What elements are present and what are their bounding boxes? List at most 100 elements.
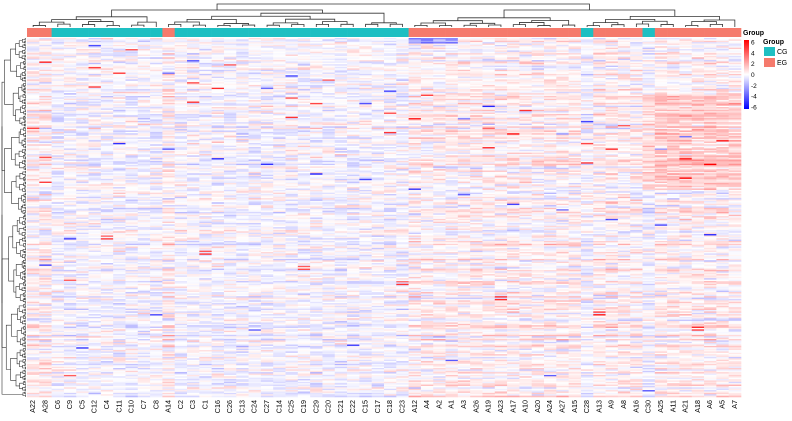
row-dendrogram-link [24, 77, 26, 78]
row-dendrogram-link [24, 163, 26, 164]
heatmap-cell [39, 396, 52, 398]
column-dendrogram-link [390, 24, 402, 27]
row-dendrogram-link [25, 110, 26, 111]
row-dendrogram-link [24, 293, 26, 294]
row-dendrogram-link [25, 97, 26, 98]
row-dendrogram-link [25, 47, 26, 48]
group-bar-cell [643, 28, 656, 37]
row-dendrogram-link [24, 102, 26, 103]
row-dendrogram-link [25, 199, 26, 200]
column-dendrogram-link [217, 4, 589, 10]
column-dendrogram-link [218, 25, 230, 27]
row-dendrogram-link [25, 168, 26, 169]
row-dendrogram-link [19, 151, 23, 157]
row-dendrogram-link [25, 229, 26, 230]
heatmap-cell [27, 396, 40, 398]
group-bar-cell [593, 28, 606, 37]
row-dendrogram-link [16, 264, 22, 275]
row-dendrogram-link [25, 246, 26, 247]
row-dendrogram-link [24, 215, 26, 216]
group-bar-cell [729, 28, 742, 37]
row-dendrogram-link [25, 309, 26, 310]
row-dendrogram-link [23, 387, 25, 390]
row-dendrogram-link [25, 376, 26, 377]
row-dendrogram-link [24, 160, 26, 161]
row-dendrogram-link [24, 213, 26, 214]
row-dendrogram-link [24, 124, 26, 125]
row-dendrogram-link [24, 221, 26, 222]
column-dendrogram-link [366, 24, 378, 27]
row-dendrogram-link [25, 301, 26, 302]
group-bar-cell [236, 28, 249, 37]
row-dendrogram-link [25, 257, 26, 258]
row-dendrogram-link [25, 204, 26, 205]
row-dendrogram-link [24, 72, 26, 73]
row-dendrogram-link [25, 135, 26, 136]
row-dendrogram-link [25, 384, 26, 385]
group-bar-cell [286, 28, 299, 37]
row-dendrogram-link [24, 53, 26, 54]
group-bar-cell [322, 28, 335, 37]
group-bar-cell [212, 28, 225, 37]
group-bar-cell [446, 28, 459, 37]
row-dendrogram-link [25, 348, 26, 349]
column-dendrogram-link [464, 25, 476, 27]
row-dendrogram-link [25, 138, 26, 139]
column-dendrogram-link [82, 25, 94, 27]
group-bar-cell [187, 28, 200, 37]
row-dendrogram-link [25, 240, 26, 241]
row-dendrogram-link [25, 354, 26, 355]
row-dendrogram-link [25, 392, 26, 393]
row-dendrogram-link [25, 307, 26, 308]
column-dendrogram-link [519, 22, 544, 25]
group-bar-cell [52, 28, 65, 37]
row-dendrogram-link [25, 323, 26, 324]
row-dendrogram-link [25, 329, 26, 330]
row-dendrogram-link [25, 182, 26, 183]
row-dendrogram [2, 39, 26, 397]
row-dendrogram-link [25, 320, 26, 321]
heatmap-cell [150, 396, 163, 398]
row-dendrogram-link [24, 91, 26, 92]
column-dendrogram [33, 4, 735, 27]
row-dendrogram-link [20, 317, 23, 323]
heatmap-cell [175, 396, 188, 398]
row-dendrogram-link [12, 182, 19, 204]
row-dendrogram-link [25, 370, 26, 371]
group-bar-cell [519, 28, 532, 37]
column-dendrogram-link [193, 25, 205, 27]
row-dendrogram-link [19, 229, 24, 235]
column-dendrogram-link [286, 19, 335, 23]
row-dendrogram-link [24, 251, 26, 252]
row-dendrogram-link [25, 61, 26, 62]
column-dendrogram-link [169, 24, 181, 27]
group-bar-cell [679, 28, 692, 37]
row-dendrogram-link [25, 166, 26, 167]
row-dendrogram-link [16, 44, 19, 55]
group-bar-cell [27, 28, 40, 37]
column-dendrogram-link [33, 25, 45, 27]
group-bar-cell [396, 28, 409, 37]
row-dendrogram-link [24, 273, 26, 274]
group-bar-cell [606, 28, 619, 37]
row-dendrogram-link [24, 340, 26, 341]
group-bar-cell [359, 28, 372, 37]
column-dendrogram-link [415, 25, 427, 27]
column-dendrogram-link [316, 24, 328, 27]
row-dendrogram-link [24, 99, 26, 100]
row-dendrogram-link [24, 188, 26, 189]
group-bar-cell [409, 28, 422, 37]
group-bar-cell [569, 28, 582, 37]
row-dendrogram-link [25, 260, 26, 261]
row-dendrogram-link [24, 362, 26, 363]
group-bar-cell [310, 28, 323, 37]
row-dendrogram-link [25, 389, 26, 390]
row-dendrogram-link [25, 342, 26, 343]
group-bar-cell [249, 28, 262, 37]
row-dendrogram-link [25, 116, 26, 117]
row-dendrogram-link [25, 395, 26, 396]
heatmap-cell [101, 396, 114, 398]
row-dendrogram-link [20, 162, 24, 168]
row-dendrogram-link [25, 254, 26, 255]
group-bar-cell [482, 28, 495, 37]
